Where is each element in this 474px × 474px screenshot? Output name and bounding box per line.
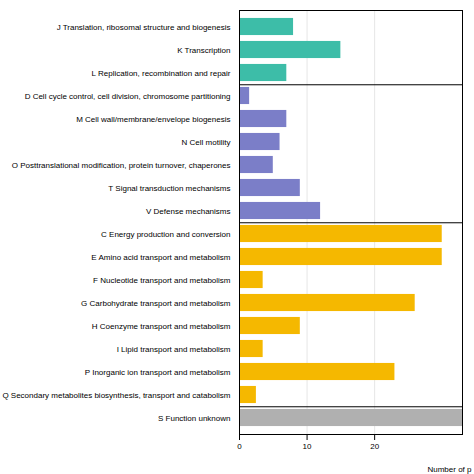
svg-text:S Function unknown: S Function unknown bbox=[158, 414, 231, 423]
svg-text:M Cell wall/membrane/envelope: M Cell wall/membrane/envelope biogenesis bbox=[76, 115, 230, 124]
svg-text:J Translation, ribosomal struc: J Translation, ribosomal structure and b… bbox=[57, 23, 231, 32]
svg-text:I Lipid transport and metaboli: I Lipid transport and metabolism bbox=[117, 345, 231, 354]
svg-text:G Carbohydrate transport and m: G Carbohydrate transport and metabolism bbox=[81, 299, 231, 308]
svg-text:F Nucleotide transport and met: F Nucleotide transport and metabolism bbox=[93, 276, 231, 285]
svg-text:C Energy production and conver: C Energy production and conversion bbox=[101, 230, 230, 239]
svg-text:L Replication, recombination a: L Replication, recombination and repair bbox=[92, 69, 231, 78]
svg-text:10: 10 bbox=[303, 442, 312, 451]
svg-text:Number of p: Number of p bbox=[427, 465, 472, 474]
svg-text:T Signal transduction mechanis: T Signal transduction mechanisms bbox=[108, 184, 230, 193]
svg-text:K Transcription: K Transcription bbox=[177, 46, 230, 55]
svg-text:O Posttranslational modificati: O Posttranslational modification, protei… bbox=[12, 161, 231, 170]
svg-text:V Defense mechanisms: V Defense mechanisms bbox=[146, 207, 230, 216]
svg-text:D Cell cycle control, cell div: D Cell cycle control, cell division, chr… bbox=[25, 92, 231, 101]
svg-text:E Amino acid transport and met: E Amino acid transport and metabolism bbox=[91, 253, 231, 262]
svg-text:Q Secondary metabolites biosyn: Q Secondary metabolites biosynthesis, tr… bbox=[2, 391, 230, 400]
svg-text:20: 20 bbox=[370, 442, 379, 451]
svg-text:N Cell motility: N Cell motility bbox=[182, 138, 231, 147]
svg-text:P Inorganic ion transport and: P Inorganic ion transport and metabolism bbox=[85, 368, 231, 377]
svg-text:0: 0 bbox=[237, 442, 242, 451]
svg-text:H Coenzyme transport and metab: H Coenzyme transport and metabolism bbox=[92, 322, 231, 331]
